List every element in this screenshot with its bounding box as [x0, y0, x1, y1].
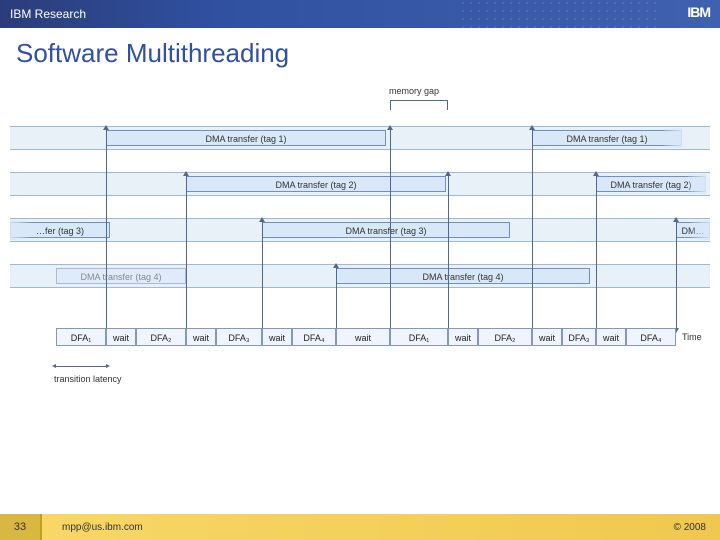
- footer-copyright: © 2008: [674, 522, 706, 533]
- timeline-dfa: DFA₃: [562, 328, 596, 346]
- page-number: 33: [0, 514, 42, 540]
- dependency-arrow: [262, 222, 263, 328]
- dma-bar: DMA transfer (tag 1): [106, 130, 386, 146]
- memory-gap-label: memory gap: [389, 86, 439, 96]
- dma-bar: DMA transfer (tag 3): [262, 222, 510, 238]
- timeline-dfa: DFA₄: [626, 328, 676, 346]
- transition-latency-label: transition latency: [54, 374, 122, 384]
- dependency-arrow: [596, 176, 597, 328]
- dependency-arrow: [448, 176, 449, 328]
- dependency-arrow: [676, 222, 677, 328]
- timeline-wait: wait: [186, 328, 216, 346]
- fade-edge: [688, 174, 706, 194]
- memory-gap-bracket: [390, 100, 448, 110]
- header-org: IBM Research: [10, 7, 86, 21]
- timeline-wait: wait: [448, 328, 478, 346]
- footer-bar: 33 mpp@us.ibm.com © 2008: [0, 514, 720, 540]
- timeline-wait: wait: [532, 328, 562, 346]
- timeline-wait: wait: [106, 328, 136, 346]
- fade-edge: [10, 220, 28, 240]
- ibm-logo: IBM: [687, 4, 710, 20]
- timeline-wait: wait: [596, 328, 626, 346]
- timeline-wait: wait: [262, 328, 292, 346]
- timeline-dfa: DFA₂: [136, 328, 186, 346]
- timeline-dfa: DFA₂: [478, 328, 532, 346]
- dma-bar: DMA transfer (tag 4): [56, 268, 186, 284]
- fade-edge: [692, 220, 710, 240]
- dma-bar: DMA transfer (tag 1): [532, 130, 682, 146]
- slide-title: Software Multithreading: [0, 28, 720, 69]
- dependency-arrow: [532, 130, 533, 328]
- dependency-arrow: [106, 130, 107, 328]
- dependency-arrow: [336, 268, 337, 328]
- fade-edge: [664, 128, 682, 148]
- dma-bar: DMA transfer (tag 4): [336, 268, 590, 284]
- time-axis-label: Time: [682, 332, 702, 342]
- header-pattern: [460, 0, 660, 28]
- dma-bar: DMA transfer (tag 2): [186, 176, 446, 192]
- header-bar: IBM Research IBM: [0, 0, 720, 28]
- timeline-dfa: DFA₄: [292, 328, 336, 346]
- dependency-arrow: [390, 130, 391, 328]
- timeline-dfa: DFA₁: [56, 328, 106, 346]
- timeline-dfa: DFA₁: [390, 328, 448, 346]
- footer-email: mpp@us.ibm.com: [62, 522, 143, 533]
- timeline-dfa: DFA₃: [216, 328, 262, 346]
- timeline-wait: wait: [336, 328, 390, 346]
- transition-latency-arrow: [56, 366, 106, 367]
- timing-diagram: memory gapDMA transfer (tag 1)DMA transf…: [10, 90, 710, 450]
- dependency-arrow: [186, 176, 187, 328]
